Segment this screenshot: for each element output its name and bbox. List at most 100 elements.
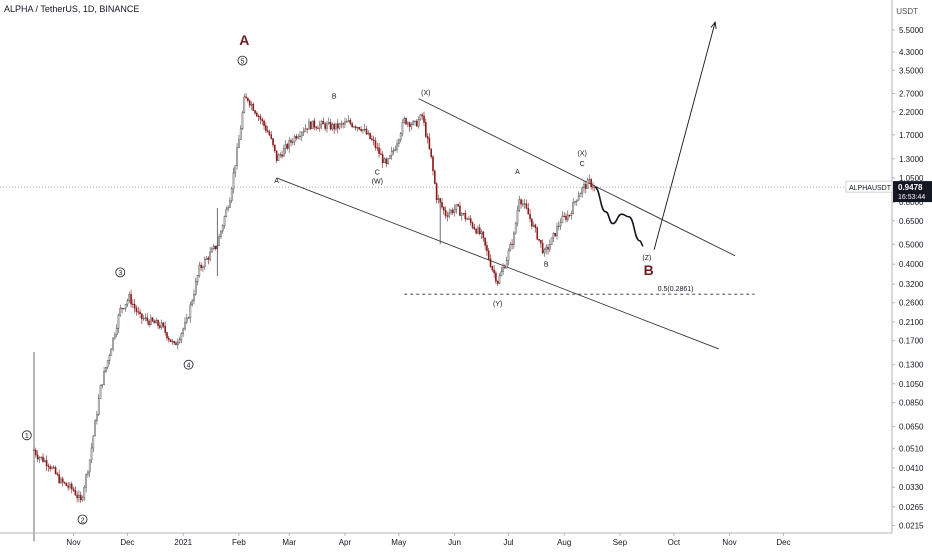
candle-down — [486, 245, 488, 252]
candle-down — [272, 138, 274, 146]
candle-down — [132, 303, 134, 305]
candle-down — [536, 227, 539, 240]
candle-down — [173, 341, 175, 344]
candle-up — [318, 124, 321, 129]
candle-down — [49, 466, 51, 469]
candle-up — [579, 193, 582, 197]
candle-up — [212, 245, 215, 249]
candle-up — [448, 212, 450, 217]
wave-label-major: B — [644, 262, 654, 278]
candle-down — [133, 304, 136, 309]
candle-down — [275, 150, 278, 161]
candle-up — [187, 317, 190, 319]
channel-lower-line — [276, 177, 719, 350]
price-tick-label: 0.0510 — [899, 444, 924, 453]
candle-down — [466, 218, 468, 220]
candle-down — [70, 483, 73, 490]
candle-up — [241, 112, 244, 129]
wave-label-circled: 4 — [187, 362, 191, 369]
candle-up — [414, 120, 416, 122]
candle-down — [504, 267, 506, 269]
candle-up — [320, 121, 323, 125]
candle-up — [308, 121, 310, 130]
candle-down — [159, 325, 161, 328]
candle-up — [502, 267, 504, 272]
candle-up — [90, 447, 93, 461]
candle-down — [63, 482, 66, 484]
candle-up — [412, 120, 415, 125]
candle-up — [593, 185, 596, 188]
wave-label-minor: B — [544, 261, 549, 268]
candle-up — [203, 259, 206, 268]
price-tick-label: 0.0265 — [899, 503, 924, 512]
candle-up — [94, 420, 96, 437]
wave-circle-marker — [21, 430, 32, 441]
candle-up — [297, 136, 300, 139]
candle-down — [58, 474, 60, 483]
candle-down — [245, 96, 247, 99]
candle-up — [99, 385, 102, 399]
candle-down — [74, 490, 77, 496]
candle-up — [522, 203, 524, 205]
candle-down — [365, 128, 368, 135]
candle-up — [387, 158, 389, 164]
candle-down — [148, 320, 150, 325]
candle-down — [313, 120, 316, 128]
wave-label-major: A — [239, 32, 249, 48]
impulse-arrow-line — [653, 22, 716, 250]
candle-down — [369, 132, 371, 139]
candle-up — [115, 328, 118, 336]
candle-up — [559, 222, 562, 227]
candle-up — [85, 474, 87, 488]
candle-down — [67, 485, 69, 488]
time-tick-label: Jul — [503, 538, 513, 547]
candle-up — [401, 122, 404, 134]
candle-down — [322, 121, 325, 125]
candle-up — [103, 371, 105, 385]
time-tick-label: Oct — [668, 538, 681, 547]
symbol-tag-box — [845, 180, 893, 193]
candle-down — [166, 332, 168, 339]
candle-up — [288, 140, 291, 149]
candle-up — [574, 201, 576, 203]
candle-down — [42, 456, 44, 462]
wave-label-minor: (X) — [578, 150, 587, 157]
candle-down — [527, 207, 530, 215]
candle-up — [144, 317, 147, 319]
candle-up — [550, 237, 553, 245]
candle-down — [496, 280, 499, 284]
candle-up — [477, 227, 479, 234]
price-tick-label: 0.1050 — [899, 380, 924, 389]
time-tick-label: Aug — [557, 538, 571, 547]
candle-down — [315, 126, 317, 129]
candle-up — [69, 483, 71, 488]
symbol-tag-label: ALPHAUSDT — [849, 185, 892, 192]
candle-up — [345, 121, 348, 123]
candle-down — [47, 465, 50, 467]
wave-label-minor: C — [375, 170, 380, 177]
candle-down — [351, 123, 353, 128]
time-tick-label: May — [391, 538, 406, 547]
candle-down — [169, 339, 172, 343]
price-tick-label: 2.2000 — [899, 108, 924, 117]
candle-up — [209, 251, 211, 260]
candle-up — [396, 143, 398, 150]
candle-up — [500, 271, 503, 277]
current-price-tag-box — [893, 181, 932, 203]
candle-down — [430, 148, 433, 158]
candle-up — [543, 249, 546, 254]
candle-down — [256, 112, 258, 117]
candle-down — [442, 206, 445, 211]
candle-up — [229, 200, 231, 208]
wave-circle-marker — [77, 514, 88, 525]
price-tick-label: 0.1700 — [899, 337, 924, 346]
candle-down — [525, 203, 528, 209]
candle-down — [261, 119, 264, 122]
time-tick-label: Feb — [232, 538, 246, 547]
candle-up — [572, 201, 574, 215]
price-tick-label: 1.0500 — [899, 174, 924, 183]
candle-down — [408, 122, 411, 127]
candle-up — [119, 307, 122, 316]
